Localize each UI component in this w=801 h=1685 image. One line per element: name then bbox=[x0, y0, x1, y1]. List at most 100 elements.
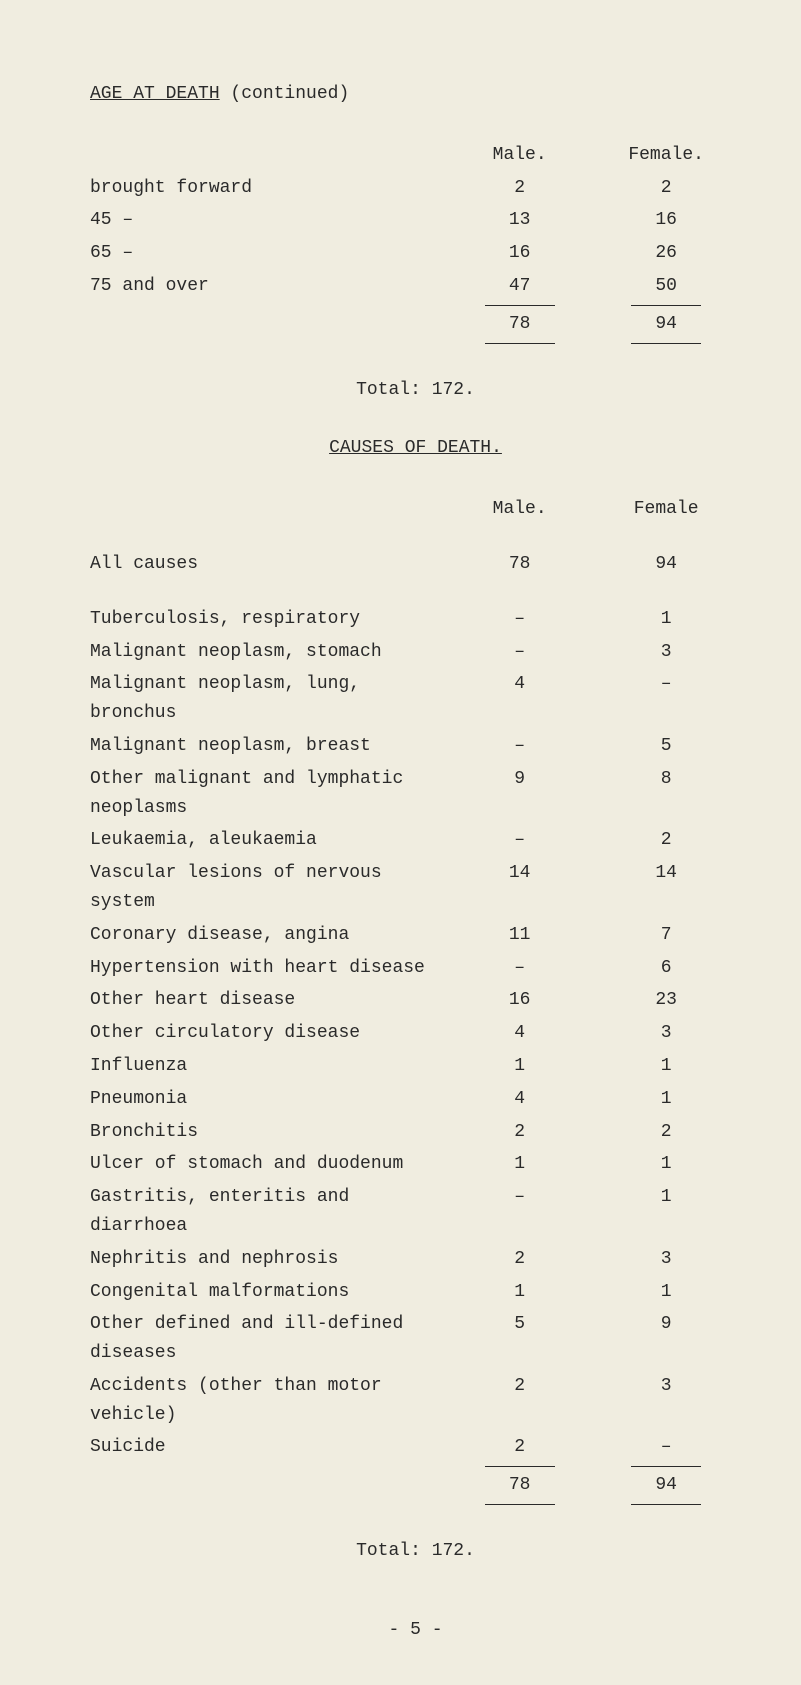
age-row: 65 – 16 26 bbox=[90, 237, 741, 270]
all-causes-label: All causes bbox=[90, 548, 448, 581]
cause-male: – bbox=[448, 1181, 591, 1243]
cause-male: – bbox=[448, 636, 591, 669]
cause-male: 2 bbox=[448, 1370, 591, 1432]
cause-male: 2 bbox=[448, 1116, 591, 1149]
cause-row: Other heart disease1623 bbox=[90, 984, 741, 1017]
causes-title: CAUSES OF DEATH. bbox=[329, 438, 502, 458]
cause-label: Congenital malformations bbox=[90, 1276, 448, 1309]
cause-label: Coronary disease, angina bbox=[90, 919, 448, 952]
cause-label: Bronchitis bbox=[90, 1116, 448, 1149]
age-male: 16 bbox=[448, 237, 591, 270]
age-table: Male. Female. brought forward 2 2 45 – 1… bbox=[90, 139, 741, 346]
age-grand-total: Total: 172. bbox=[90, 376, 741, 405]
cause-label: Pneumonia bbox=[90, 1083, 448, 1116]
cause-label: Nephritis and nephrosis bbox=[90, 1243, 448, 1276]
cause-female: 8 bbox=[591, 763, 741, 825]
brought-forward-female: 2 bbox=[591, 172, 741, 205]
age-label: 65 – bbox=[90, 237, 448, 270]
age-female: 50 bbox=[591, 270, 741, 303]
cause-female: 3 bbox=[591, 1370, 741, 1432]
age-header-row: Male. Female. bbox=[90, 139, 741, 172]
age-total-row: 78 94 bbox=[90, 303, 741, 346]
age-total-male: 78 bbox=[448, 303, 591, 346]
page-title-row: AGE AT DEATH (continued) bbox=[90, 80, 741, 109]
cause-male: 11 bbox=[448, 919, 591, 952]
cause-row: Congenital malformations11 bbox=[90, 1276, 741, 1309]
age-label: 75 and over bbox=[90, 270, 448, 303]
cause-female: 1 bbox=[591, 1148, 741, 1181]
cause-label: Other circulatory disease bbox=[90, 1017, 448, 1050]
cause-female: 1 bbox=[591, 603, 741, 636]
causes-header-row: Male. Female bbox=[90, 493, 741, 526]
page-number: - 5 - bbox=[90, 1616, 741, 1645]
cause-female: 7 bbox=[591, 919, 741, 952]
cause-row: Suicide2– bbox=[90, 1431, 741, 1464]
age-male: 47 bbox=[448, 270, 591, 303]
cause-row: Ulcer of stomach and duodenum11 bbox=[90, 1148, 741, 1181]
cause-row: Tuberculosis, respiratory–1 bbox=[90, 603, 741, 636]
causes-header-male: Male. bbox=[448, 493, 591, 526]
cause-row: Bronchitis22 bbox=[90, 1116, 741, 1149]
page-title: AGE AT DEATH bbox=[90, 84, 220, 104]
cause-label: Leukaemia, aleukaemia bbox=[90, 824, 448, 857]
cause-row: Vascular lesions of nervous system1414 bbox=[90, 857, 741, 919]
cause-male: 2 bbox=[448, 1431, 591, 1464]
age-female: 16 bbox=[591, 204, 741, 237]
cause-row: Other circulatory disease43 bbox=[90, 1017, 741, 1050]
cause-male: 1 bbox=[448, 1276, 591, 1309]
cause-female: 1 bbox=[591, 1181, 741, 1243]
cause-male: – bbox=[448, 952, 591, 985]
page-title-suffix: (continued) bbox=[220, 84, 350, 104]
cause-female: 1 bbox=[591, 1050, 741, 1083]
age-label: 45 – bbox=[90, 204, 448, 237]
age-row: 75 and over 47 50 bbox=[90, 270, 741, 303]
cause-row: Leukaemia, aleukaemia–2 bbox=[90, 824, 741, 857]
cause-row: Gastritis, enteritis and diarrhoea–1 bbox=[90, 1181, 741, 1243]
cause-label: Other malignant and lymphatic neoplasms bbox=[90, 763, 448, 825]
causes-total-row: 78 94 bbox=[90, 1464, 741, 1507]
cause-female: 3 bbox=[591, 636, 741, 669]
cause-row: Accidents (other than motor vehicle)23 bbox=[90, 1370, 741, 1432]
cause-female: – bbox=[591, 668, 741, 730]
cause-female: 1 bbox=[591, 1276, 741, 1309]
cause-female: 5 bbox=[591, 730, 741, 763]
cause-row: Other malignant and lymphatic neoplasms9… bbox=[90, 763, 741, 825]
cause-male: – bbox=[448, 824, 591, 857]
brought-forward-row: brought forward 2 2 bbox=[90, 172, 741, 205]
cause-female: 6 bbox=[591, 952, 741, 985]
brought-forward-label: brought forward bbox=[90, 172, 448, 205]
cause-female: 2 bbox=[591, 1116, 741, 1149]
cause-female: – bbox=[591, 1431, 741, 1464]
causes-total-female: 94 bbox=[591, 1464, 741, 1507]
causes-total-male: 78 bbox=[448, 1464, 591, 1507]
cause-female: 2 bbox=[591, 824, 741, 857]
causes-header-female: Female bbox=[591, 493, 741, 526]
cause-male: – bbox=[448, 603, 591, 636]
causes-table: Male. Female All causes 78 94 Tuberculos… bbox=[90, 493, 741, 1507]
cause-label: Gastritis, enteritis and diarrhoea bbox=[90, 1181, 448, 1243]
cause-label: Malignant neoplasm, stomach bbox=[90, 636, 448, 669]
cause-row: Nephritis and nephrosis23 bbox=[90, 1243, 741, 1276]
cause-male: 9 bbox=[448, 763, 591, 825]
cause-row: Malignant neoplasm, stomach–3 bbox=[90, 636, 741, 669]
age-female: 26 bbox=[591, 237, 741, 270]
all-causes-female: 94 bbox=[591, 548, 741, 581]
cause-label: Hypertension with heart disease bbox=[90, 952, 448, 985]
cause-male: 16 bbox=[448, 984, 591, 1017]
cause-male: 14 bbox=[448, 857, 591, 919]
cause-row: Malignant neoplasm, lung, bronchus4– bbox=[90, 668, 741, 730]
cause-female: 14 bbox=[591, 857, 741, 919]
cause-female: 1 bbox=[591, 1083, 741, 1116]
cause-row: Malignant neoplasm, breast–5 bbox=[90, 730, 741, 763]
cause-female: 3 bbox=[591, 1017, 741, 1050]
cause-label: Influenza bbox=[90, 1050, 448, 1083]
cause-row: Coronary disease, angina117 bbox=[90, 919, 741, 952]
cause-label: Suicide bbox=[90, 1431, 448, 1464]
age-male: 13 bbox=[448, 204, 591, 237]
cause-female: 3 bbox=[591, 1243, 741, 1276]
cause-male: 4 bbox=[448, 1083, 591, 1116]
brought-forward-male: 2 bbox=[448, 172, 591, 205]
cause-male: 1 bbox=[448, 1050, 591, 1083]
age-total-female: 94 bbox=[591, 303, 741, 346]
causes-grand-total: Total: 172. bbox=[90, 1537, 741, 1566]
